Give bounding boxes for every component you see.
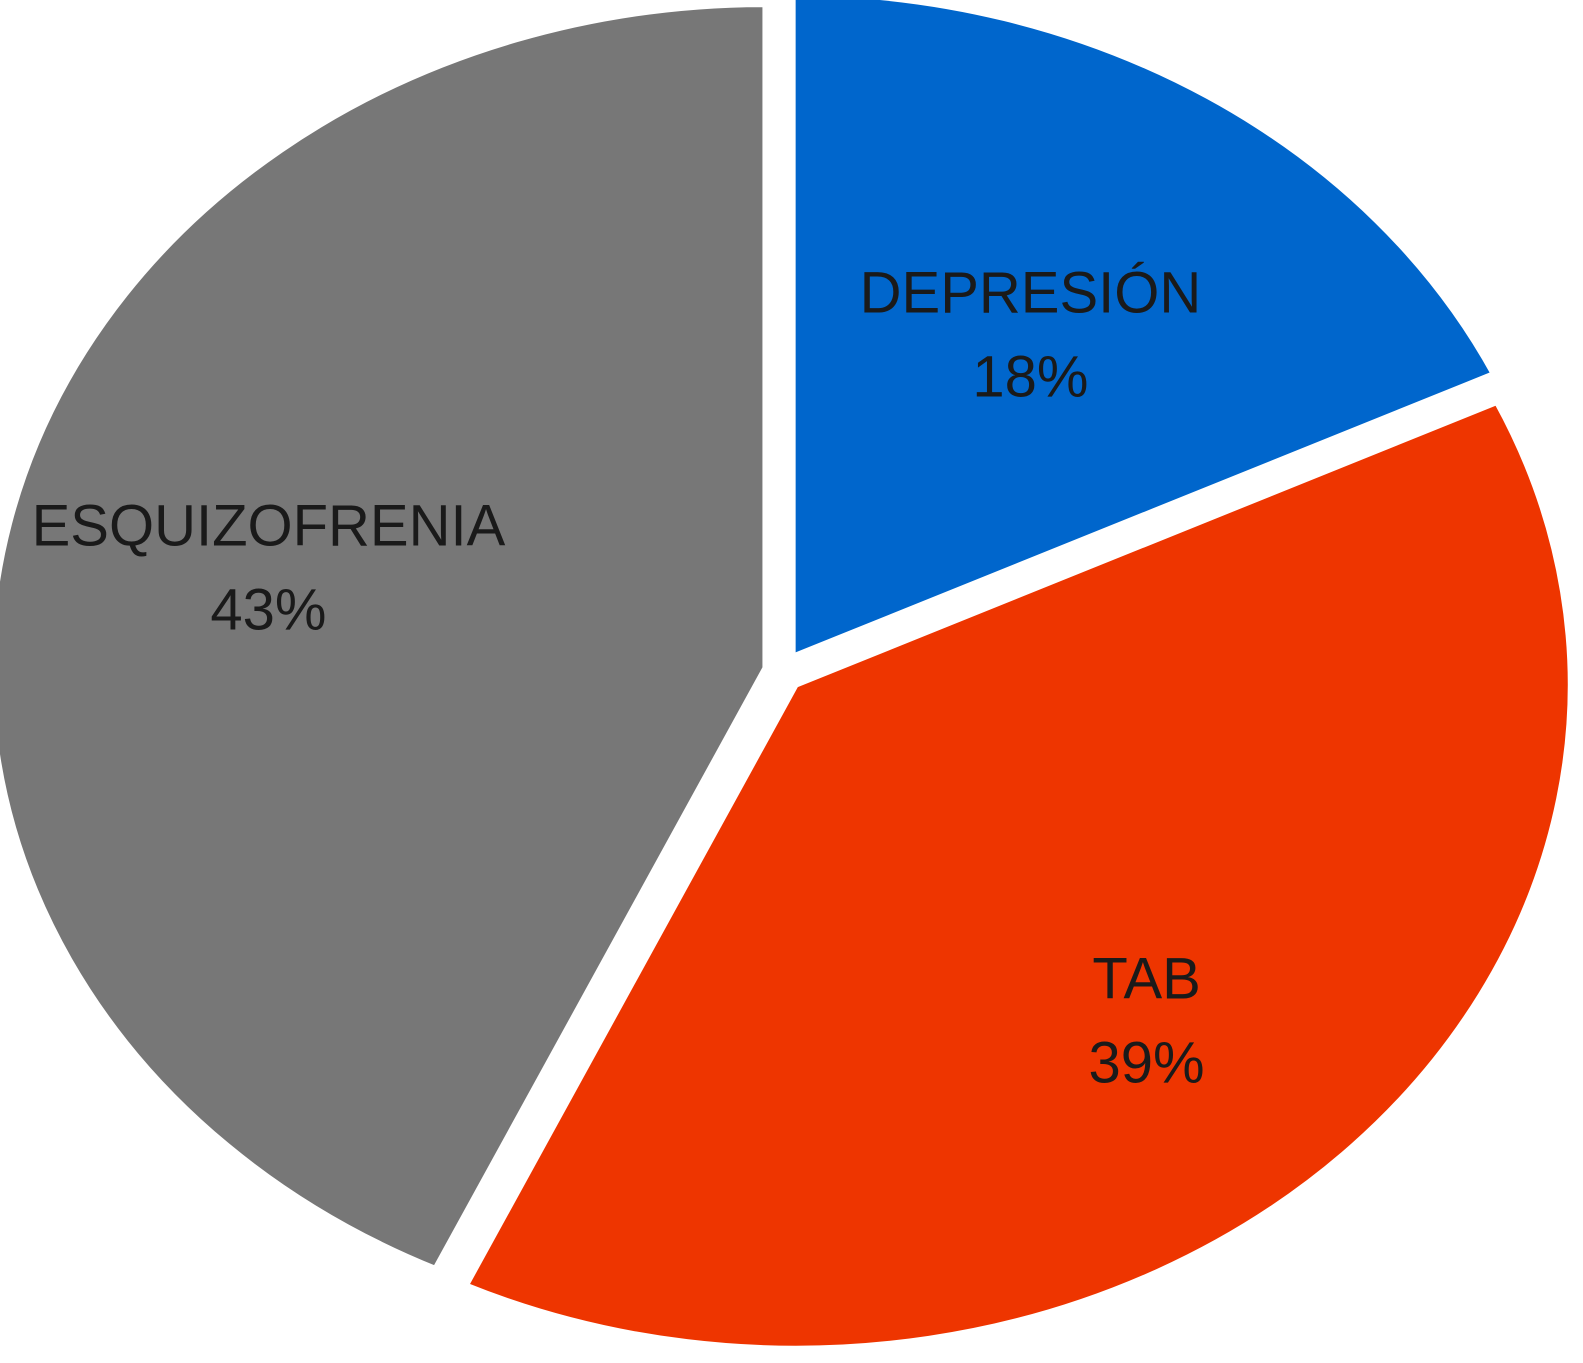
- slice-label-esquizofrenia: ESQUIZOFRENIA: [32, 494, 506, 559]
- pie-labels: DEPRESIÓN 18% TAB 39% ESQUIZOFRENIA 43%: [32, 260, 1205, 1095]
- slice-label-depresion: DEPRESIÓN: [860, 260, 1202, 325]
- slice-value-esquizofrenia: 43%: [210, 578, 326, 643]
- slice-value-depresion: 18%: [972, 344, 1088, 409]
- slice-value-tab: 39%: [1089, 1031, 1205, 1096]
- slice-label-tab: TAB: [1092, 947, 1201, 1012]
- pie-slice-esquizofrenia: [0, 1, 769, 1273]
- pie-slice-tab: [461, 398, 1574, 1352]
- pie-slice-depresion: [789, 0, 1499, 662]
